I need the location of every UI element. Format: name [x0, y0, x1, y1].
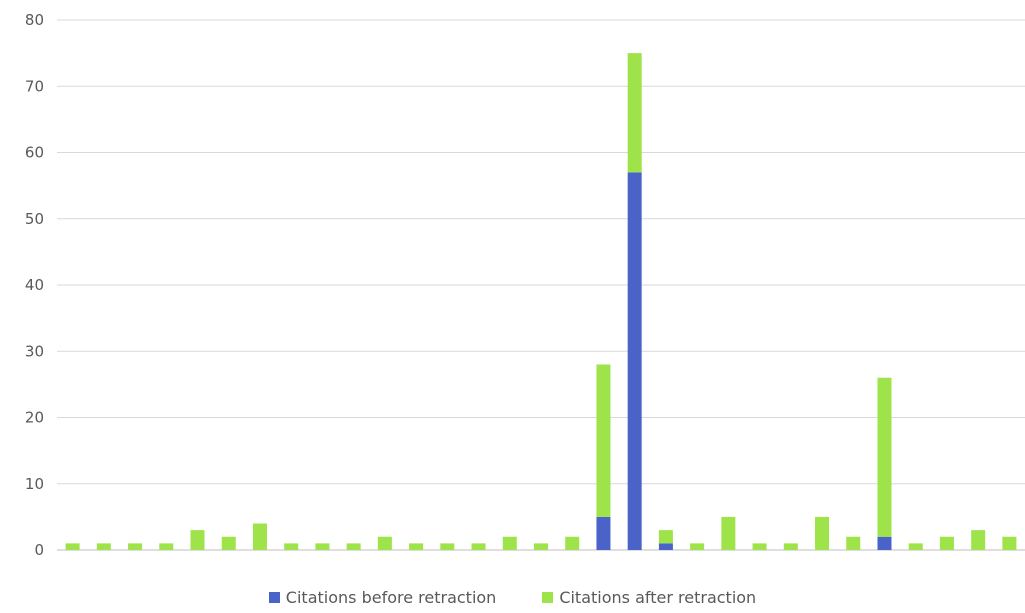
- bar-after-12: [409, 543, 424, 550]
- bar-before-19: [627, 172, 642, 550]
- bar-after-17: [565, 536, 580, 550]
- legend: Citations before retraction Citations af…: [0, 588, 1025, 607]
- y-tick-label: 30: [25, 342, 44, 360]
- bar-after-22: [721, 516, 736, 550]
- legend-label-after: Citations after retraction: [559, 588, 757, 607]
- legend-label-before: Citations before retraction: [285, 588, 497, 607]
- bar-after-7: [252, 523, 267, 550]
- bar-after-21: [690, 543, 705, 550]
- y-tick-label: 80: [25, 11, 44, 29]
- bar-after-8: [284, 543, 299, 550]
- bar-after-15: [502, 536, 517, 550]
- bar-after-6: [221, 536, 236, 550]
- bar-after-24: [783, 543, 798, 550]
- y-tick-label: 40: [25, 276, 44, 294]
- y-tick-label: 0: [34, 541, 44, 559]
- bar-after-16: [534, 543, 548, 550]
- y-tick-label: 50: [25, 210, 44, 228]
- bar-after-26: [846, 536, 861, 550]
- bar-after-23: [752, 543, 767, 550]
- bar-after-11: [377, 536, 392, 550]
- bar-after-4: [159, 543, 174, 550]
- bar-after-2: [96, 543, 111, 550]
- y-tick-label: 20: [25, 409, 44, 427]
- y-tick-label: 10: [25, 475, 44, 493]
- bar-after-31: [1002, 536, 1017, 550]
- legend-swatch-before: [268, 592, 280, 603]
- bars: [65, 53, 1017, 550]
- bar-after-3: [128, 543, 143, 550]
- bar-after-30: [971, 530, 986, 550]
- bar-after-13: [440, 543, 455, 550]
- bar-after-1: [65, 543, 80, 550]
- bar-after-27: [877, 377, 892, 537]
- bar-after-29: [939, 536, 954, 550]
- gridlines: [57, 19, 1025, 551]
- bar-after-20: [658, 530, 673, 544]
- bar-after-14: [471, 543, 486, 550]
- legend-item-after: Citations after retraction: [542, 588, 756, 607]
- bar-after-9: [315, 543, 330, 550]
- bar-before-27: [877, 536, 892, 550]
- y-tick-label: 60: [25, 144, 44, 162]
- bar-after-28: [908, 543, 923, 550]
- y-tick-label: 70: [25, 77, 44, 95]
- legend-swatch-after: [542, 592, 554, 603]
- bar-after-5: [190, 530, 205, 550]
- y-axis-tick-labels: 0 10 20 30 40 50 60 70 80: [25, 11, 44, 559]
- bar-after-19: [627, 53, 642, 173]
- bar-after-25: [815, 516, 830, 550]
- legend-item-before: Citations before retraction: [268, 588, 497, 607]
- bar-after-10: [346, 543, 361, 550]
- bar-before-18: [596, 516, 611, 550]
- bar-before-20: [658, 543, 673, 550]
- bar-after-18: [596, 364, 611, 517]
